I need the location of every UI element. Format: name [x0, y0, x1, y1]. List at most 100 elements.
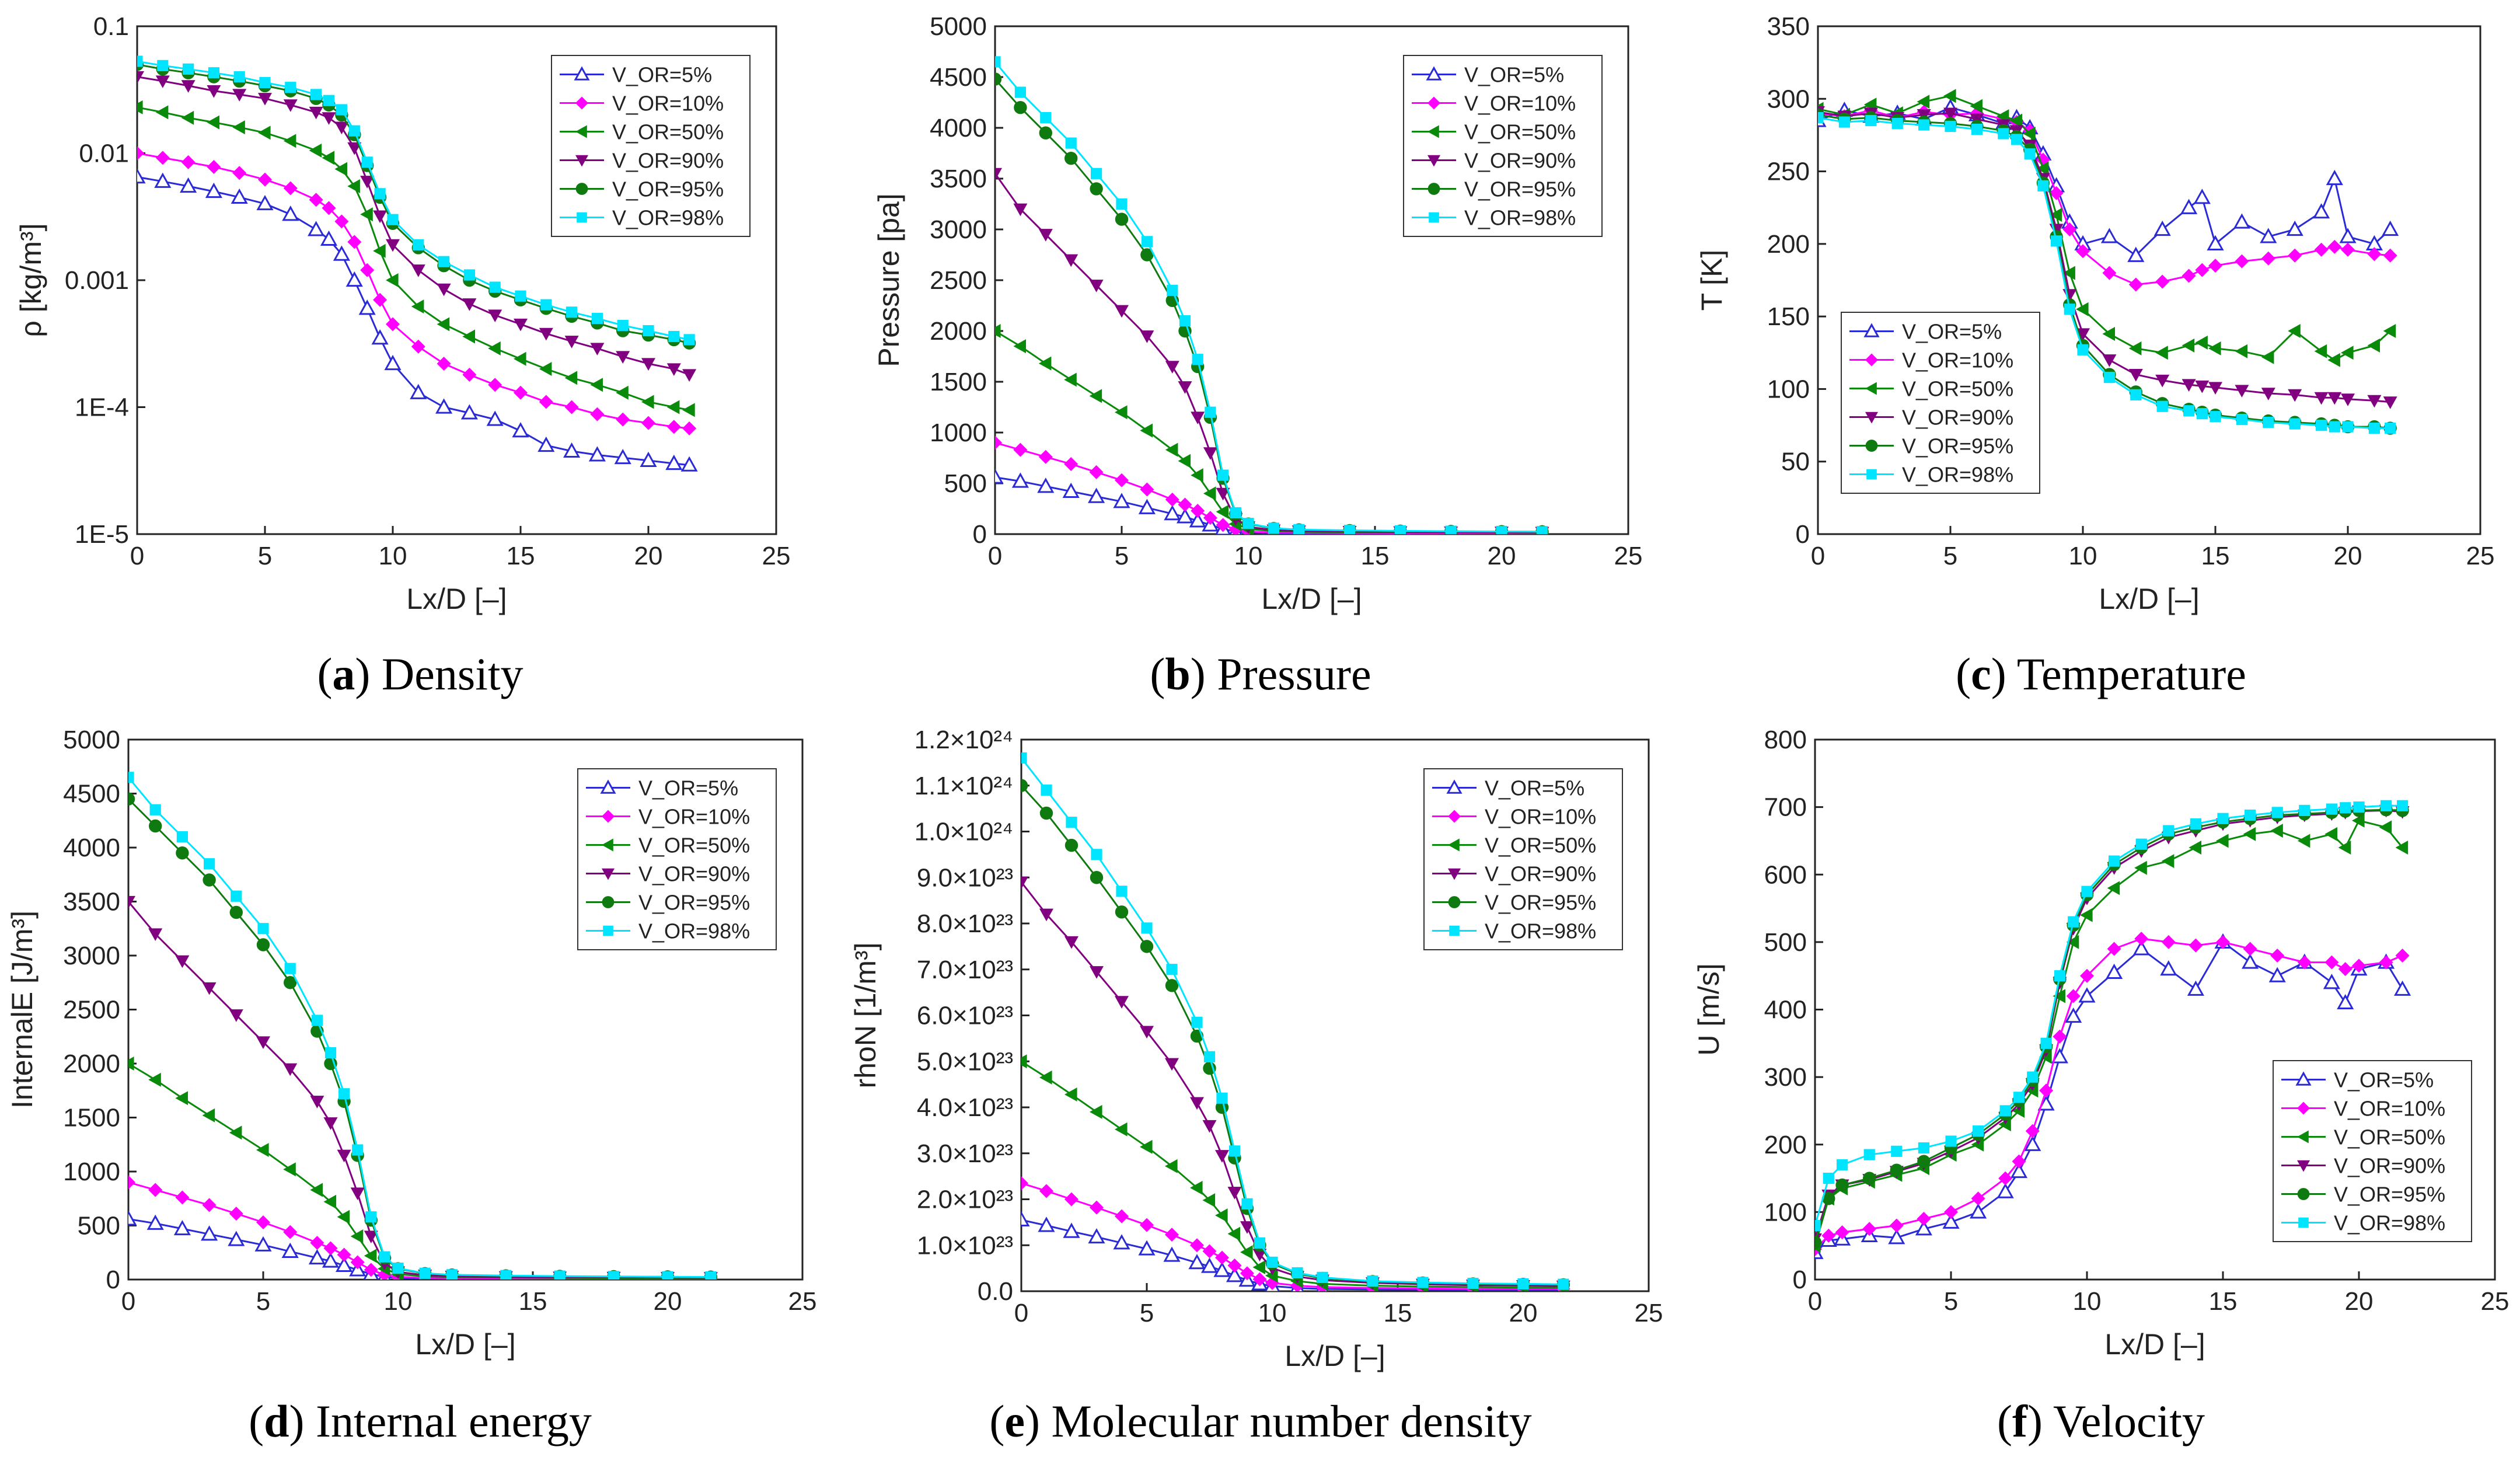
data-point [539, 395, 553, 409]
data-point [1165, 361, 1179, 374]
data-point [2183, 405, 2195, 417]
legend-label: V_OR=5% [1464, 63, 1564, 87]
data-point [1089, 389, 1102, 403]
data-point [564, 371, 578, 385]
data-point [1064, 456, 1078, 471]
data-point [2102, 354, 2117, 367]
legend: V_OR=5% V_OR=10% V_OR=50% V_OR=90% V_OR=95% V… [1841, 312, 2040, 494]
data-point [1176, 508, 1194, 524]
caption-text: Pressure [1205, 649, 1371, 699]
x-tick-label: 5 [258, 542, 272, 570]
data-point [1252, 1272, 1267, 1287]
data-point [1116, 198, 1128, 210]
y-tick-label: 500 [944, 469, 987, 498]
caption-letter: f [2012, 1396, 2027, 1446]
data-point [1536, 526, 1548, 534]
data-point [2195, 380, 2210, 393]
x-axis-label: Lx/D [–] [415, 1328, 515, 1361]
data-point [1141, 922, 1153, 934]
y-tick-label: 7.0×10²³ [917, 956, 1013, 984]
data-point [514, 318, 528, 332]
legend-marker [1448, 896, 1461, 908]
data-point [323, 1117, 338, 1130]
chart-panel-e: 0 5 10 15 20 25 0.0 1.0×10²³ 2.0×10²³ 3.0×10²³ 4.0… [849, 726, 1663, 1372]
data-point [410, 384, 427, 399]
data-point [181, 80, 196, 93]
data-point [323, 1241, 338, 1256]
data-point [1917, 1155, 1931, 1168]
data-point [2235, 344, 2247, 358]
data-point [2383, 396, 2397, 409]
x-tick-label: 5 [1140, 1299, 1154, 1327]
data-point [2182, 338, 2195, 353]
data-point [682, 403, 695, 417]
data-point [322, 1252, 340, 1268]
data-point [1065, 137, 1077, 149]
data-point [1115, 1122, 1128, 1137]
data-point [155, 151, 170, 165]
data-point [680, 456, 698, 472]
data-point [1228, 522, 1243, 534]
data-point [666, 363, 681, 377]
data-point [1191, 1016, 1203, 1028]
x-tick-label: 0 [121, 1287, 135, 1316]
data-point [2297, 955, 2312, 970]
data-point [683, 334, 695, 346]
legend-label: V_OR=5% [1485, 776, 1584, 800]
data-point [347, 235, 362, 249]
data-point [386, 273, 399, 287]
data-point [361, 156, 373, 168]
data-point [1167, 284, 1178, 296]
data-point [360, 263, 375, 277]
data-point [2182, 379, 2196, 392]
data-point [377, 1267, 392, 1280]
x-tick-label: 0 [1014, 1299, 1028, 1327]
data-point [1140, 482, 1154, 497]
data-point [149, 804, 161, 815]
data-point [373, 243, 386, 258]
y-axis-label: ρ [kg/m³] [15, 223, 47, 337]
data-point [364, 1263, 378, 1277]
data-point [283, 1225, 298, 1239]
y-tick-label: 3000 [63, 942, 120, 970]
y-tick-label: 1500 [63, 1104, 120, 1132]
data-point [641, 358, 655, 371]
data-point [2210, 411, 2221, 423]
data-point [1140, 330, 1154, 343]
data-point [2076, 328, 2090, 341]
data-point [308, 221, 325, 236]
legend-marker [1865, 353, 1878, 367]
data-point [284, 976, 297, 989]
data-point [2134, 860, 2147, 875]
data-point [419, 1267, 431, 1279]
data-point [208, 67, 219, 79]
data-point [566, 306, 578, 318]
data-point [202, 1108, 215, 1123]
data-point [2012, 1103, 2025, 1118]
x-axis-label: Lx/D [–] [2104, 1328, 2205, 1361]
data-point [309, 143, 322, 158]
data-point [149, 819, 162, 833]
y-tick-label: 150 [1767, 302, 1810, 331]
panel-caption: (b) Pressure [840, 648, 1681, 700]
data-point [2314, 344, 2327, 358]
x-tick-label: 20 [1509, 1299, 1538, 1327]
legend-label: V_OR=50% [1902, 377, 2013, 401]
data-point [259, 76, 271, 89]
data-point [1192, 354, 1203, 365]
legend-marker [1449, 925, 1460, 936]
data-point [2207, 235, 2224, 250]
data-point [1821, 1228, 1836, 1243]
data-point [2341, 242, 2355, 257]
legend-label: V_OR=90% [1464, 149, 1576, 173]
y-tick-label: 0.01 [79, 140, 129, 168]
y-tick-label: 4000 [930, 114, 987, 142]
data-point [256, 938, 270, 951]
data-point [1292, 1267, 1303, 1279]
legend-label: V_OR=10% [1902, 348, 2013, 372]
y-tick-label: 1000 [930, 419, 987, 447]
legend-label: V_OR=50% [2334, 1125, 2445, 1149]
caption-paren: ( [1150, 649, 1165, 699]
data-point [207, 115, 219, 130]
